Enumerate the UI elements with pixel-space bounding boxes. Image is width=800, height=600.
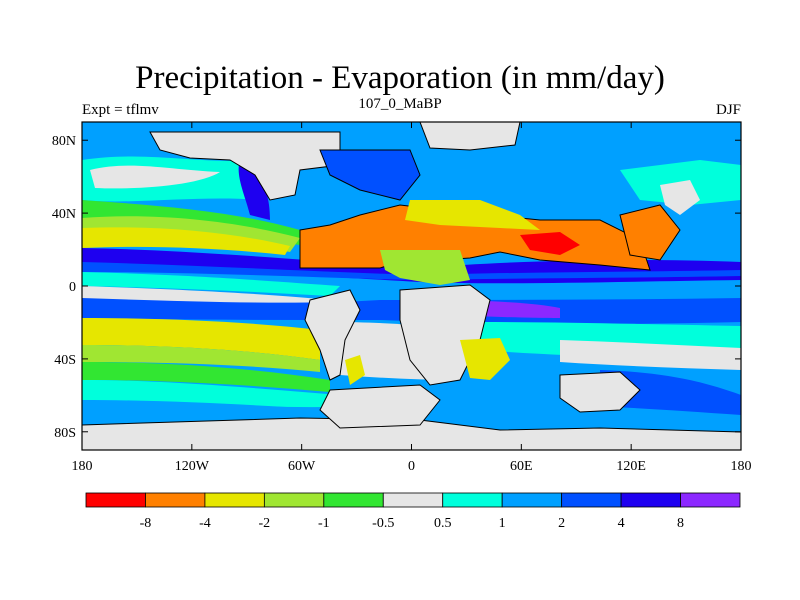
- field-south-midlat-cyan: [82, 380, 340, 410]
- plot-subtitle: 107_0_MaBP: [358, 96, 442, 112]
- colorbar-swatch: [263, 492, 325, 508]
- colorbar-swatch: [145, 492, 206, 508]
- colorbar-label: 8: [677, 516, 684, 531]
- y-tick-label: 0: [69, 280, 76, 295]
- x-tick-label: 180: [72, 459, 93, 474]
- colorbar-swatch: [442, 492, 503, 508]
- y-tick-label: 80S: [54, 426, 76, 441]
- field-south-subtropic-green: [82, 362, 330, 392]
- x-tick-label: 0: [408, 459, 415, 474]
- field-asia-desert-max: [520, 232, 580, 255]
- x-axis: 180 120W 60W 0 60E 120E 180: [72, 122, 752, 474]
- colorbar-label: -2: [259, 516, 271, 531]
- field-northeast-asia-grey: [660, 180, 700, 215]
- field-equator-grey: [82, 286, 330, 308]
- landmass-arctic-north: [419, 122, 521, 151]
- field-north-pacific-grey: [90, 165, 220, 189]
- colorbar-swatch: [382, 492, 444, 508]
- landmass-south-america: [304, 289, 361, 381]
- colorbar-swatch: [85, 492, 146, 508]
- colorbar-swatch: [204, 492, 265, 508]
- y-tick-label: 80N: [52, 134, 76, 149]
- y-tick-label: 40S: [54, 353, 76, 368]
- field-south-subtropic-lime: [82, 345, 320, 372]
- x-tick-label: 60E: [510, 459, 533, 474]
- season-label: DJF: [715, 102, 741, 118]
- colorbar-label: 1: [499, 516, 506, 531]
- x-tick-label: 120W: [175, 459, 210, 474]
- x-tick-label: 60W: [288, 459, 316, 474]
- x-tick-label: 180: [731, 459, 752, 474]
- field-south-subtropic-yellow: [82, 318, 320, 360]
- colorbar-swatch: [501, 492, 563, 508]
- field-itcz-core: [82, 262, 741, 280]
- landmass-east-asia-east: [619, 204, 681, 261]
- map-field: [82, 122, 741, 450]
- field-eurasia-yellow: [405, 200, 540, 230]
- colorbar-swatch: [680, 492, 741, 508]
- colorbar-swatch: [620, 492, 681, 508]
- landmass-antarctic-peninsula: [319, 384, 441, 429]
- colorbar-label: -8: [140, 516, 152, 531]
- field-africa-lime: [380, 250, 470, 285]
- landmass-arctic-block: [319, 149, 421, 201]
- field-south-indian-grey: [560, 340, 741, 370]
- x-tick-label: 120E: [616, 459, 646, 474]
- colorbar-label: -1: [318, 516, 330, 531]
- y-tick-label: 40N: [52, 207, 76, 222]
- field-africa-south-yellow: [460, 338, 510, 380]
- colorbar-label: 2: [558, 516, 565, 531]
- colorbar-label: -0.5: [372, 516, 394, 531]
- plot-title: Precipitation - Evaporation (in mm/day): [135, 60, 665, 96]
- colorbar-label: 0.5: [434, 516, 452, 531]
- colorbar: -8 -4 -2 -1 -0.5 0.5 1 2 4 8: [85, 492, 741, 531]
- colorbar-swatch: [561, 492, 622, 508]
- colorbar-label: -4: [199, 516, 211, 531]
- experiment-label: Expt = tflmv: [82, 102, 159, 118]
- colorbar-swatch: [323, 492, 384, 508]
- field-north-subtropic-yellow: [82, 227, 290, 255]
- field-south-america-yellow: [345, 355, 365, 385]
- colorbar-label: 4: [618, 516, 625, 531]
- landmass-australia: [559, 371, 641, 413]
- y-axis: 80N 40N 0 40S 80S: [52, 134, 741, 441]
- field-north-pacific-storm: [238, 160, 270, 220]
- field-equator-cyan: [82, 272, 340, 296]
